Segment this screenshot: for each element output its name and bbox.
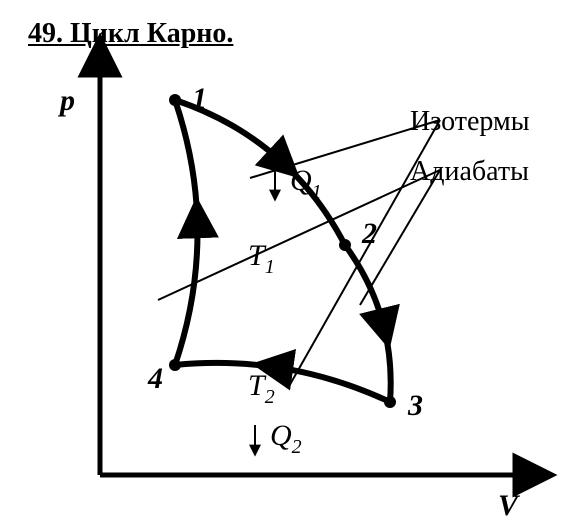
isotherms-label: Изотермы xyxy=(410,106,530,137)
adiabats-label: Адиабаты xyxy=(410,156,529,187)
node-4-dot xyxy=(169,359,181,371)
t2-label: T2 xyxy=(248,369,275,408)
svg-text:Q1: Q1 xyxy=(290,164,322,203)
node-1-dot xyxy=(169,94,181,106)
carnot-diagram: p V 1 2 3 4 T1 T2 Q1 xyxy=(0,0,580,526)
node-3-label: 3 xyxy=(407,389,423,422)
y-axis-label: p xyxy=(57,84,75,117)
node-4-label: 4 xyxy=(147,362,163,395)
q2-group: Q2 xyxy=(255,419,302,458)
node-1-label: 1 xyxy=(192,82,207,115)
t1-label: T1 xyxy=(248,239,275,278)
svg-text:Q2: Q2 xyxy=(270,419,302,458)
node-2-label: 2 xyxy=(361,217,377,250)
q1-group: Q1 xyxy=(275,164,322,203)
x-axis-label: V xyxy=(498,489,521,522)
node-2-dot xyxy=(339,239,351,251)
node-3-dot xyxy=(384,396,396,408)
